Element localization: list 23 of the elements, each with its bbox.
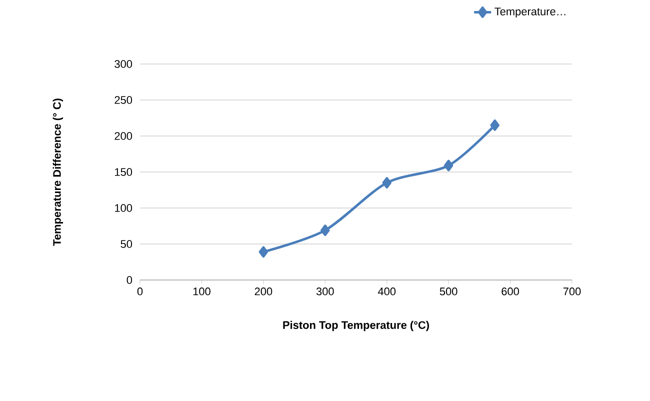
point xyxy=(490,119,500,131)
y-tick-label: 100 xyxy=(115,204,132,212)
x-axis-title: Piston Top Temperature (°C) xyxy=(283,320,429,332)
point xyxy=(320,224,330,236)
x-tick-label: 0 xyxy=(137,288,143,296)
y-tick-label: 0 xyxy=(126,276,132,284)
x-tick-label: 600 xyxy=(502,288,519,296)
legend-label: Temperature… xyxy=(494,8,566,18)
point xyxy=(382,177,392,189)
point xyxy=(258,246,268,258)
y-tick-label: 50 xyxy=(120,240,132,248)
x-tick-label: 100 xyxy=(193,288,210,296)
y-axis-title: Temperature Difference (° C) xyxy=(52,98,64,246)
y-tick-label: 250 xyxy=(114,96,132,104)
x-tick-label: 400 xyxy=(378,288,396,296)
y-tick-label: 150 xyxy=(115,168,132,176)
x-tick-label: 300 xyxy=(316,288,334,296)
y-tick-label: 300 xyxy=(114,60,132,68)
y-tick-label: 200 xyxy=(114,132,132,140)
point xyxy=(444,160,454,172)
x-tick-label: 200 xyxy=(254,288,272,296)
x-tick-label: 500 xyxy=(440,288,458,296)
x-tick-label: 700 xyxy=(563,288,581,296)
